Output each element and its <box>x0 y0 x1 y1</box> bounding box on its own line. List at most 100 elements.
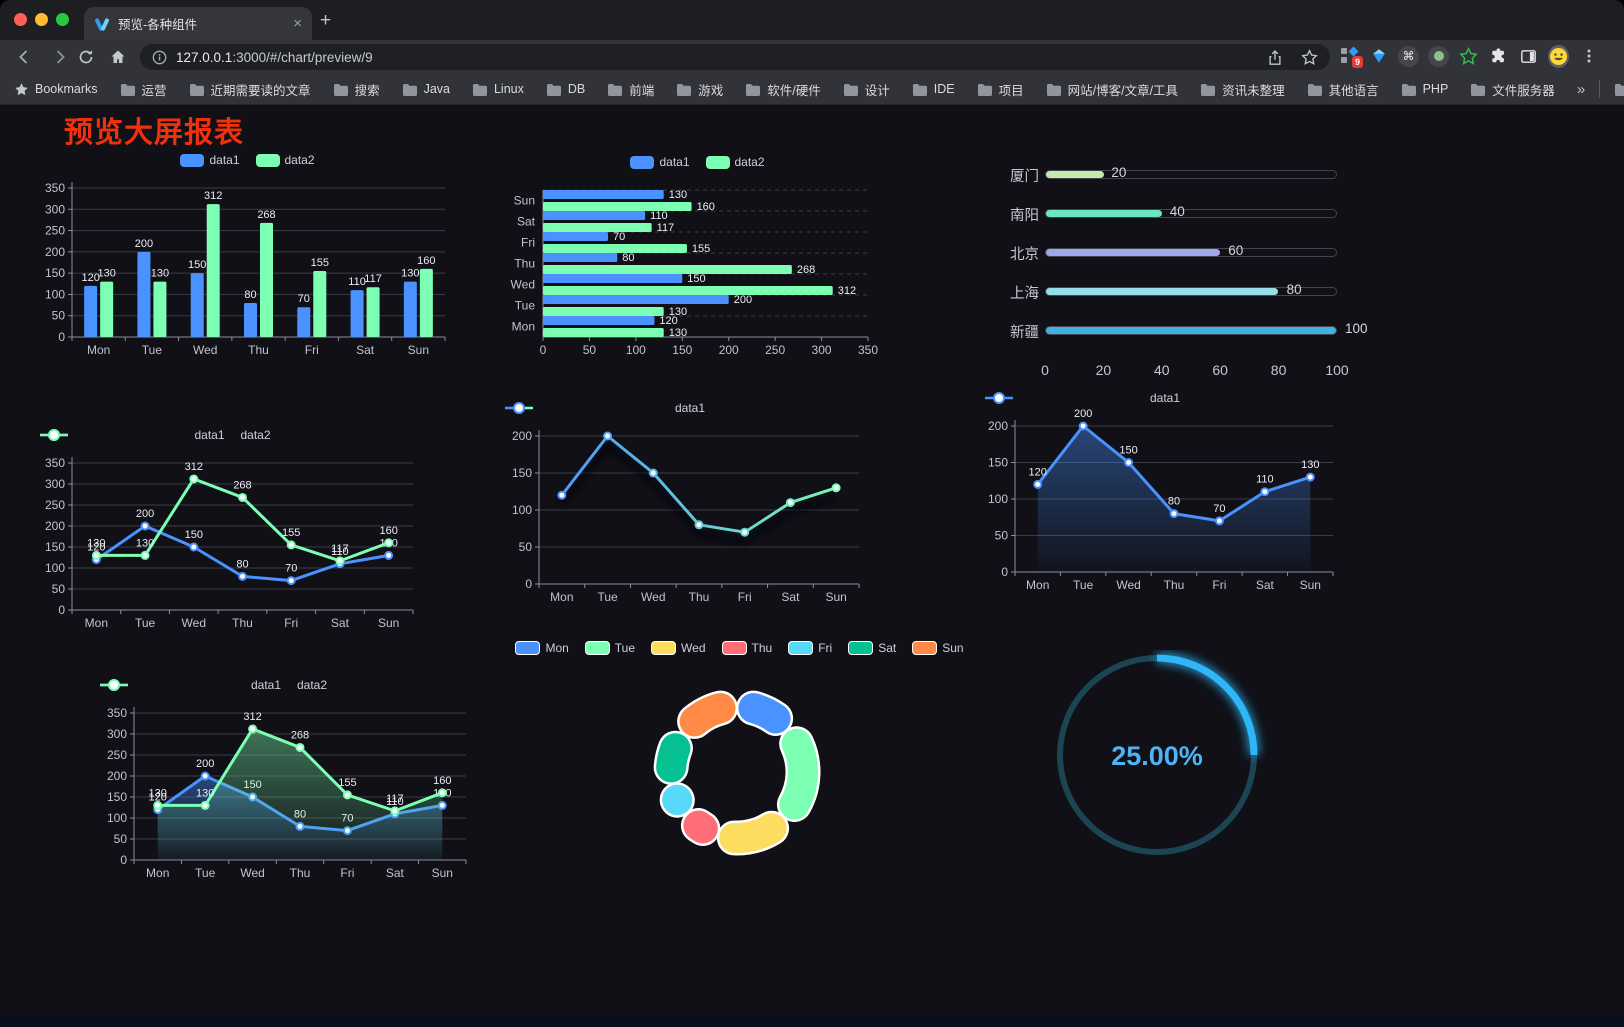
legend-item-data2[interactable]: data2 <box>255 153 315 167</box>
legend-item-data1[interactable]: data1 <box>630 155 690 169</box>
close-window-button[interactable] <box>14 13 27 26</box>
legend-item-data2[interactable]: data2 <box>100 678 327 692</box>
bookmark-folder[interactable]: 网站/博客/文章/工具 <box>1046 80 1178 99</box>
bookmarks-manager[interactable]: Bookmarks <box>14 82 98 97</box>
bookmark-folder[interactable]: DB <box>546 80 585 99</box>
svg-text:50: 50 <box>52 582 66 596</box>
side-panel-icon[interactable] <box>1518 44 1539 68</box>
bookmark-folder[interactable]: 文件服务器 <box>1470 80 1555 99</box>
svg-text:200: 200 <box>135 238 153 250</box>
chart-legend: data1 <box>505 401 875 415</box>
svg-text:110: 110 <box>650 210 668 222</box>
bookmark-folder[interactable]: 其他语言 <box>1307 80 1379 99</box>
bookmark-folder[interactable]: IDE <box>912 80 955 99</box>
site-info-icon[interactable] <box>152 50 167 65</box>
reload-icon[interactable] <box>76 47 96 67</box>
svg-text:Mon: Mon <box>146 866 169 880</box>
legend-item-Sat[interactable]: Sat <box>848 641 896 655</box>
legend-item-data1[interactable]: data1 <box>40 428 225 442</box>
browser-tab[interactable]: 预览-各种组件 × <box>84 7 312 40</box>
bookmark-star-icon[interactable] <box>1301 48 1318 66</box>
svg-text:150: 150 <box>185 529 203 541</box>
extension-green-star-icon[interactable] <box>1458 44 1479 68</box>
other-bookmarks-folder[interactable]: 其他书签 <box>1614 80 1624 99</box>
folder-icon <box>546 83 561 96</box>
folder-icon <box>843 83 858 96</box>
address-bar[interactable]: 127.0.0.1:3000/#/chart/preview/9 <box>140 44 1330 70</box>
progress-axis-tick: 0 <box>1041 362 1049 378</box>
bookmarks-overflow-chevron[interactable]: » <box>1576 80 1586 98</box>
forward-icon[interactable] <box>50 47 70 67</box>
svg-text:150: 150 <box>45 266 65 280</box>
extension-record-icon[interactable] <box>1428 44 1449 68</box>
progress-row-label: 新疆 <box>1010 325 1039 341</box>
legend-item-data1[interactable]: data1 <box>505 401 705 415</box>
svg-text:80: 80 <box>622 252 634 264</box>
extension-command-icon[interactable]: ⌘ <box>1398 44 1419 68</box>
folder-icon <box>608 83 623 96</box>
legend-item-Sun[interactable]: Sun <box>912 641 964 655</box>
home-icon[interactable] <box>108 47 128 67</box>
back-icon[interactable] <box>14 47 34 67</box>
bookmark-folder[interactable]: Linux <box>472 80 524 99</box>
legend-item-Thu[interactable]: Thu <box>721 641 772 655</box>
svg-text:70: 70 <box>1213 503 1225 515</box>
svg-text:350: 350 <box>45 456 65 470</box>
legend-item-data1[interactable]: data1 <box>100 678 281 692</box>
svg-text:Sat: Sat <box>1256 578 1275 592</box>
legend-item-Fri[interactable]: Fri <box>788 641 832 655</box>
bookmark-folder[interactable]: 设计 <box>843 80 890 99</box>
legend-item-Mon[interactable]: Mon <box>515 641 569 655</box>
legend-item-data1[interactable]: data1 <box>180 153 240 167</box>
svg-text:25.00%: 25.00% <box>1111 741 1203 771</box>
bookmark-folder[interactable]: 资讯未整理 <box>1200 80 1285 99</box>
svg-text:110: 110 <box>386 796 404 808</box>
zoom-window-button[interactable] <box>56 13 69 26</box>
svg-text:155: 155 <box>338 777 356 789</box>
svg-text:268: 268 <box>797 264 815 276</box>
svg-text:300: 300 <box>45 202 65 216</box>
browser-menu-icon[interactable] <box>1578 44 1599 68</box>
extensions-puzzle-icon[interactable] <box>1488 44 1509 68</box>
bookmark-folder[interactable]: 项目 <box>977 80 1024 99</box>
svg-text:Sun: Sun <box>408 343 429 357</box>
bookmark-folder[interactable]: 软件/硬件 <box>745 80 821 99</box>
legend-item-data2[interactable]: data2 <box>705 155 765 169</box>
bookmark-folder[interactable]: 近期需要读的文章 <box>189 80 311 99</box>
progress-value: 20 <box>1111 165 1127 180</box>
profile-avatar[interactable] <box>1548 44 1569 68</box>
svg-text:350: 350 <box>107 706 127 720</box>
bookmark-folder[interactable]: 前端 <box>607 80 654 99</box>
svg-text:Tue: Tue <box>135 616 156 630</box>
window-controls <box>14 13 69 26</box>
svg-text:Wed: Wed <box>1116 578 1140 592</box>
chart-legend: data1 data2 <box>100 678 478 692</box>
svg-text:Tue: Tue <box>597 590 618 604</box>
tab-close-icon[interactable]: × <box>293 15 302 32</box>
minimize-window-button[interactable] <box>35 13 48 26</box>
legend-item-Wed[interactable]: Wed <box>651 641 706 655</box>
page-footer-strip <box>0 1014 1624 1027</box>
bookmark-folder[interactable]: Java <box>402 80 450 99</box>
legend-item-Tue[interactable]: Tue <box>584 641 635 655</box>
svg-text:268: 268 <box>291 729 309 741</box>
svg-text:50: 50 <box>519 540 533 554</box>
extension-grid-icon[interactable]: 9 <box>1338 44 1363 68</box>
svg-text:Tue: Tue <box>515 299 536 313</box>
svg-text:Sat: Sat <box>517 215 536 229</box>
svg-text:70: 70 <box>298 293 310 305</box>
legend-item-data1[interactable]: data1 <box>985 391 1180 405</box>
svg-text:100: 100 <box>45 561 65 575</box>
svg-text:120: 120 <box>659 315 677 327</box>
bookmark-folder[interactable]: 游戏 <box>676 80 723 99</box>
svg-text:117: 117 <box>364 273 382 285</box>
legend-item-data2[interactable]: data2 <box>40 428 271 442</box>
extension-gem-icon[interactable] <box>1368 44 1389 68</box>
bookmark-folder[interactable]: 搜索 <box>333 80 380 99</box>
svg-text:110: 110 <box>348 276 366 288</box>
new-tab-button[interactable]: + <box>320 10 332 31</box>
bookmark-folder[interactable]: PHP <box>1401 80 1448 99</box>
svg-text:Thu: Thu <box>248 343 269 357</box>
share-icon[interactable] <box>1267 49 1283 66</box>
bookmark-folder[interactable]: 运营 <box>120 80 167 99</box>
